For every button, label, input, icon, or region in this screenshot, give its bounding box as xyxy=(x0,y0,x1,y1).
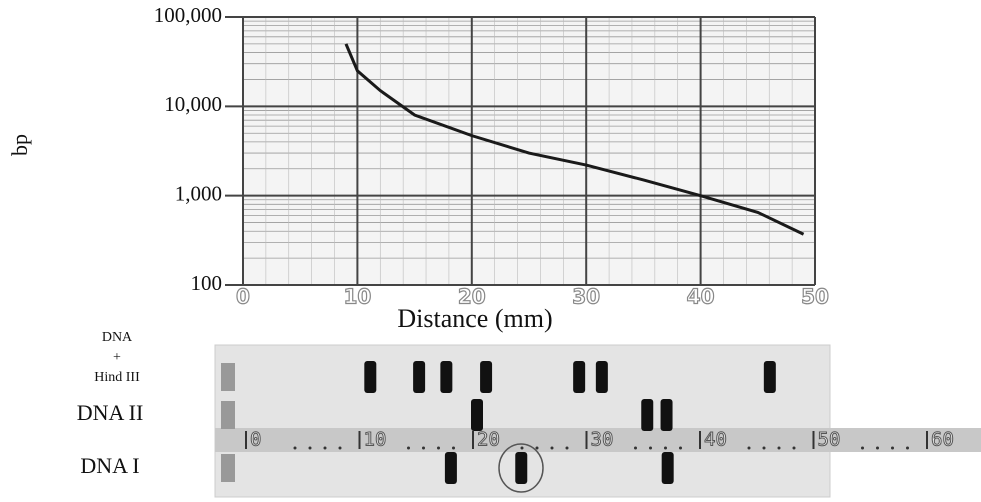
ruler-dot xyxy=(664,447,667,450)
ruler-dot xyxy=(324,447,327,450)
x-tick-label: 10 xyxy=(343,285,371,309)
ruler-label: 30 xyxy=(591,429,614,451)
band xyxy=(662,452,674,484)
ruler-dot xyxy=(294,447,297,450)
lane-label: DNA xyxy=(102,330,133,345)
ruler-dot xyxy=(649,447,652,450)
lane-label: DNA I xyxy=(80,453,139,478)
ruler-dot xyxy=(452,447,455,450)
ruler-dot xyxy=(309,447,312,450)
x-tick-label: 20 xyxy=(458,285,486,309)
ruler-dot xyxy=(566,447,569,450)
band xyxy=(764,361,776,393)
ruler-dot xyxy=(906,447,909,450)
ruler-dot xyxy=(793,447,796,450)
y-tick-label: 1,000 xyxy=(175,181,222,205)
ruler-dot xyxy=(437,447,440,450)
band xyxy=(573,361,585,393)
band xyxy=(480,361,492,393)
ruler-dot xyxy=(748,447,751,450)
ruler-label: 60 xyxy=(931,429,954,451)
x-tick-label: 30 xyxy=(572,285,600,309)
y-tick-label: 10,000 xyxy=(164,92,222,116)
ruler-dot xyxy=(521,447,524,450)
y-axis-label: bp xyxy=(7,134,32,156)
band xyxy=(661,399,673,431)
band xyxy=(364,361,376,393)
ruler-label: 20 xyxy=(477,429,500,451)
ruler-label: 0 xyxy=(250,429,261,451)
ruler-dot xyxy=(422,447,425,450)
ruler-dot xyxy=(536,447,539,450)
band xyxy=(596,361,608,393)
y-tick-label: 100,000 xyxy=(154,3,222,27)
ruler-dot xyxy=(891,447,894,450)
ruler-label: 50 xyxy=(818,429,841,451)
band xyxy=(471,399,483,431)
x-tick-label: 40 xyxy=(687,285,715,309)
band xyxy=(413,361,425,393)
figure: bp Distance (mm) 1001,00010,000100,00001… xyxy=(0,0,981,502)
ruler-dot xyxy=(763,447,766,450)
lane-label: DNA II xyxy=(77,400,144,425)
ruler-label: 40 xyxy=(704,429,727,451)
band xyxy=(440,361,452,393)
ruler-dot xyxy=(551,447,554,450)
band xyxy=(515,452,527,484)
y-tick-label: 100 xyxy=(191,271,223,295)
x-tick-label: 50 xyxy=(801,285,829,309)
x-tick-label: 0 xyxy=(236,285,250,309)
plot-area xyxy=(243,17,815,285)
ruler-dot xyxy=(861,447,864,450)
band xyxy=(641,399,653,431)
ruler-dot xyxy=(679,447,682,450)
ruler-dot xyxy=(339,447,342,450)
well xyxy=(221,363,235,391)
lane-label: + xyxy=(113,350,121,365)
ruler-dot xyxy=(876,447,879,450)
well xyxy=(221,401,235,429)
well xyxy=(221,454,235,482)
band xyxy=(445,452,457,484)
ruler-label: 10 xyxy=(364,429,387,451)
page: {"chart_data": {"type": "line", "ylabel"… xyxy=(0,0,981,502)
ruler-dot xyxy=(634,447,637,450)
lane-label: Hind III xyxy=(94,370,140,385)
ruler-dot xyxy=(778,447,781,450)
ruler-dot xyxy=(407,447,410,450)
